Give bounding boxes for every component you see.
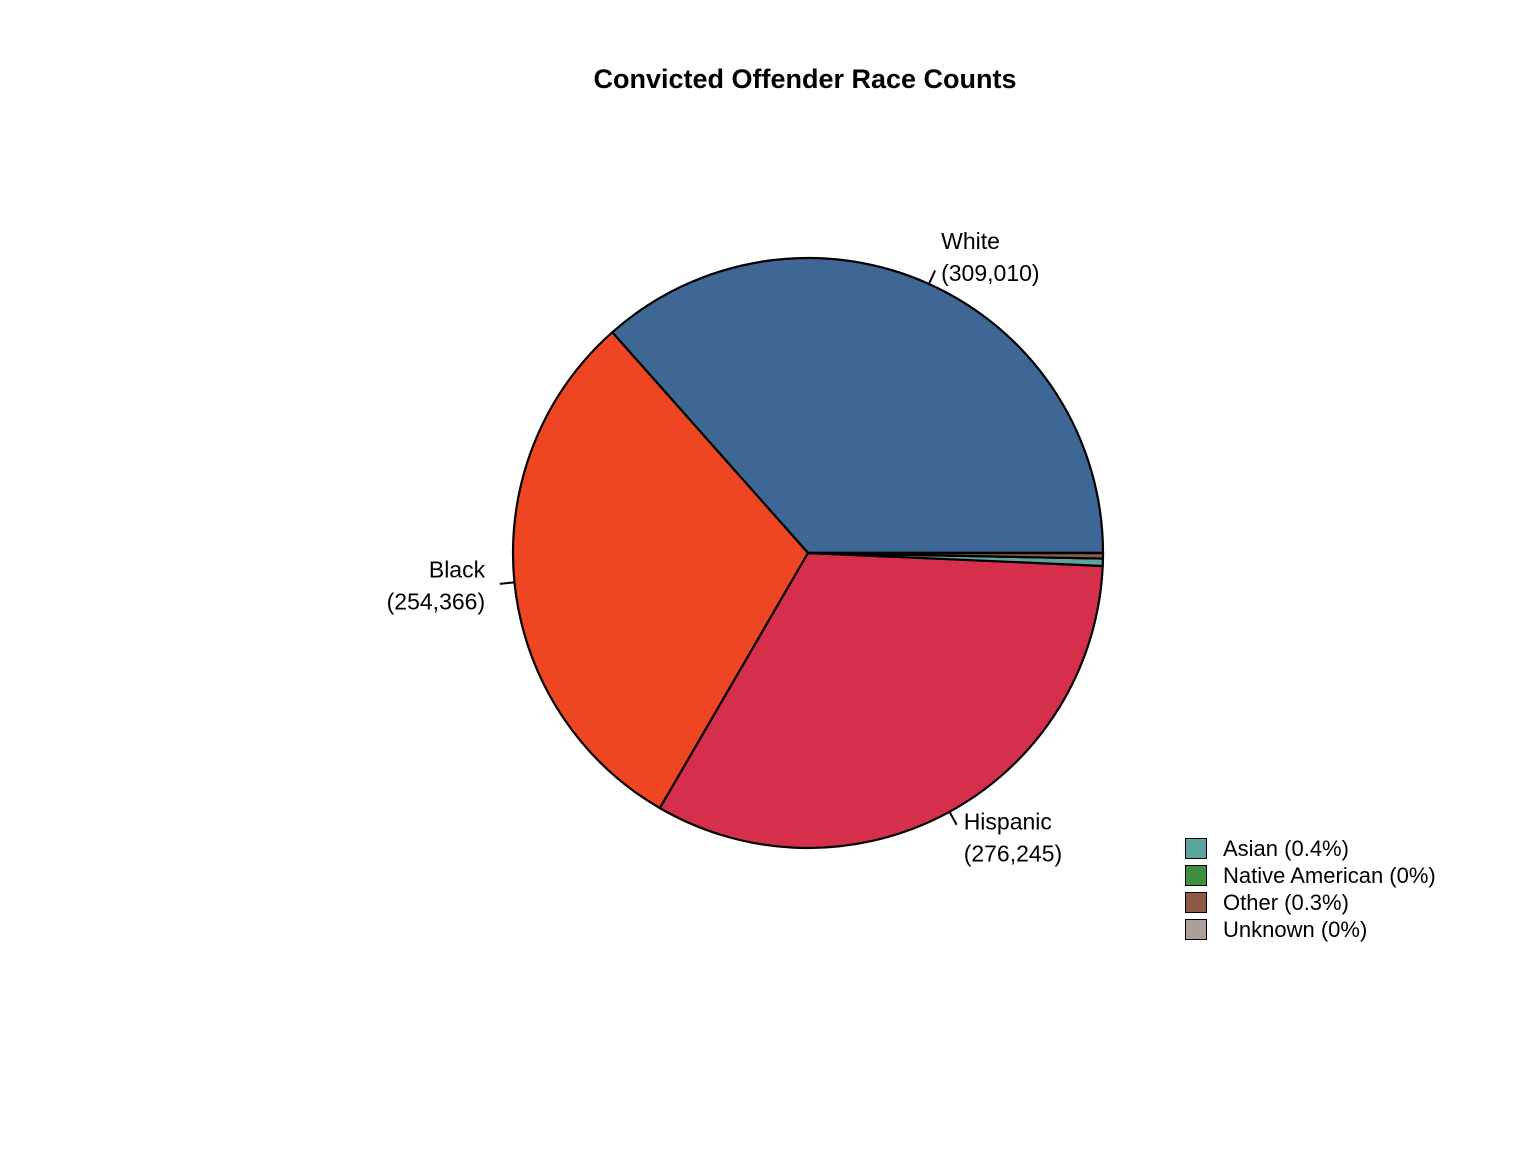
legend-item-native-american: Native American (0%) (1185, 862, 1436, 889)
legend-item-unknown: Unknown (0%) (1185, 916, 1436, 943)
legend-item-asian: Asian (0.4%) (1185, 835, 1436, 862)
legend-swatch-other (1185, 892, 1207, 913)
legend-label-asian: Asian (0.4%) (1223, 836, 1349, 861)
legend-label-unknown: Unknown (0%) (1223, 917, 1368, 942)
slice-label-hispanic: Hispanic (276,245) (964, 809, 1062, 867)
legend-label-native-american: Native American (0%) (1223, 863, 1436, 888)
legend-item-other: Other (0.3%) (1185, 889, 1436, 916)
slice-label-white: White (309,010) (941, 228, 1039, 286)
chart-title: Convicted Offender Race Counts (593, 64, 1017, 94)
leader-line-white (928, 270, 936, 285)
legend: Asian (0.4%) Native American (0%) Other … (1185, 835, 1436, 943)
pie-slice-black (511, 330, 810, 810)
leader-line-hispanic (948, 811, 958, 826)
legend-swatch-asian (1185, 838, 1207, 859)
pie-slice-white (610, 256, 1105, 555)
leader-line-black (499, 581, 515, 585)
legend-swatch-unknown (1185, 919, 1207, 940)
legend-label-other: Other (0.3%) (1223, 890, 1349, 915)
legend-swatch-native-american (1185, 865, 1207, 886)
slice-label-black: Black (254,366) (387, 556, 486, 614)
pie-slice-hispanic (658, 551, 1104, 850)
